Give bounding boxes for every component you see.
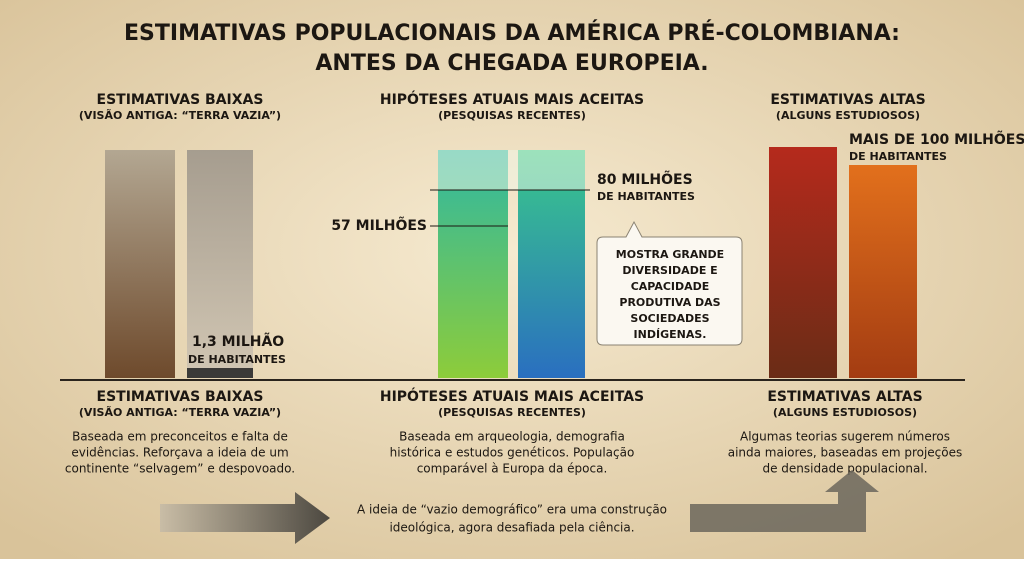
header: HIPÓTESES ATUAIS MAIS ACEITAS	[380, 90, 644, 108]
bar-segment	[187, 368, 253, 378]
callout-text: MOSTRA GRANDE	[616, 248, 724, 261]
callout: MOSTRA GRANDE DIVERSIDADE E CAPACIDADE P…	[616, 248, 724, 341]
bar-label: 80 MILHÕES	[597, 170, 693, 188]
bar	[849, 165, 917, 378]
footer-text: ideológica, agora desafiada pela ciência…	[389, 521, 634, 535]
bar-range	[438, 150, 585, 190]
subheader: (ALGUNS ESTUDIOSOS)	[776, 109, 920, 122]
bar	[769, 147, 837, 378]
callout-text: SOCIEDADES	[630, 312, 709, 325]
section-text: Baseada em arqueologia, demografia	[399, 430, 625, 444]
callout-text: PRODUTIVA DAS	[619, 296, 720, 309]
footer-text: A ideia de “vazio demográfico” era uma c…	[357, 503, 667, 517]
callout-box	[596, 220, 743, 346]
callout-text: INDÍGENAS.	[634, 328, 707, 341]
bar-label: DE HABITANTES	[849, 150, 947, 163]
section-text: Algumas teorias sugerem números	[740, 430, 950, 444]
section-title: ESTIMATIVAS BAIXAS	[97, 389, 264, 405]
subheader: (PESQUISAS RECENTES)	[438, 109, 586, 122]
bar-label: DE HABITANTES	[597, 190, 695, 203]
section-subtitle: (ALGUNS ESTUDIOSOS)	[773, 406, 917, 419]
section-text: de densidade populacional.	[762, 462, 927, 476]
section-subtitle: (PESQUISAS RECENTES)	[438, 406, 586, 419]
callout-text: CAPACIDADE	[631, 280, 710, 293]
section-text: histórica e estudos genéticos. População	[390, 446, 635, 460]
bar-label: MAIS DE 100 MILHÕES	[849, 130, 1024, 148]
subheader: (VISÃO ANTIGA: “TERRA VAZIA”)	[79, 109, 281, 122]
title: ANTES DA CHEGADA EUROPEIA.	[315, 51, 708, 76]
header: ESTIMATIVAS BAIXAS	[97, 92, 264, 108]
bar-label: 57 MILHÕES	[331, 216, 427, 234]
bar-label: DE HABITANTES	[188, 353, 286, 366]
section-text: comparável à Europa da época.	[417, 462, 608, 476]
section: HIPÓTESES ATUAIS MAIS ACEITAS (PESQUISAS…	[380, 387, 644, 476]
section: ESTIMATIVAS BAIXAS (VISÃO ANTIGA: “TERRA…	[65, 389, 295, 476]
title: ESTIMATIVAS POPULACIONAIS DA AMÉRICA PRÉ…	[124, 20, 900, 46]
section-title: HIPÓTESES ATUAIS MAIS ACEITAS	[380, 387, 644, 405]
arrow	[160, 492, 330, 544]
callout-text: DIVERSIDADE E	[622, 264, 717, 277]
header: ESTIMATIVAS ALTAS	[770, 92, 925, 108]
section-text: continente “selvagem” e despovoado.	[65, 462, 295, 476]
bar	[105, 150, 175, 378]
section-text: evidências. Reforçava a ideia de um	[71, 446, 288, 460]
section-text: ainda maiores, baseadas em projeções	[728, 446, 963, 460]
section-text: Baseada em preconceitos e falta de	[72, 430, 288, 444]
section-title: ESTIMATIVAS ALTAS	[767, 389, 922, 405]
bar-label: 1,3 MILHÃO	[192, 333, 284, 350]
section: ESTIMATIVAS ALTAS (ALGUNS ESTUDIOSOS) Al…	[728, 389, 963, 476]
arrow	[690, 470, 879, 532]
section-subtitle: (VISÃO ANTIGA: “TERRA VAZIA”)	[79, 406, 281, 419]
bar	[187, 150, 253, 378]
